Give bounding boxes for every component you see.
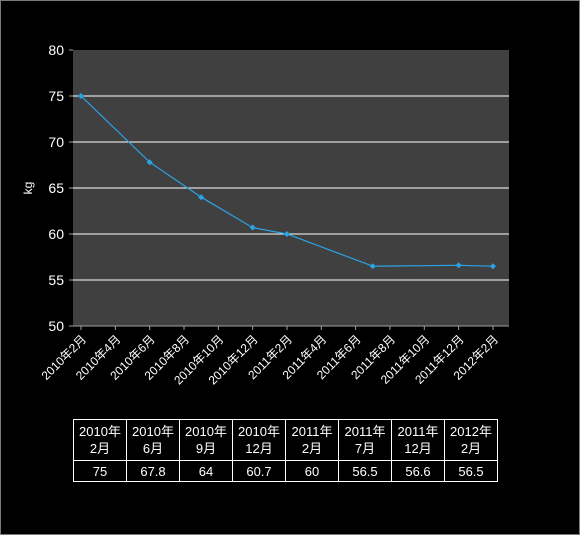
data-table: 2010年 2月 2010年 6月 2010年 9月 2010年 12月 2011年 2… xyxy=(73,419,498,482)
y-axis-label: kg xyxy=(21,182,35,195)
table-header-cell: 2011年 2月 xyxy=(285,419,339,461)
y-tick-label: 70 xyxy=(48,134,64,150)
table-value-cell: 60.7 xyxy=(232,460,286,482)
table-value-cell: 64 xyxy=(179,460,233,482)
y-tick-label: 60 xyxy=(48,226,64,242)
table-value-cell: 56.6 xyxy=(391,460,445,482)
table-value-cell: 60 xyxy=(285,460,339,482)
data-point xyxy=(283,231,290,237)
table-header-cell: 2012年 2月 xyxy=(444,419,498,461)
table-value-row: 75 67.8 64 60.7 60 56.5 56.6 56.5 xyxy=(73,460,498,482)
table-header-row: 2010年 2月 2010年 6月 2010年 9月 2010年 12月 2011年 2… xyxy=(73,419,498,461)
table-header-cell: 2010年 6月 xyxy=(126,419,180,461)
data-point xyxy=(78,93,84,99)
y-tick-label: 75 xyxy=(48,88,64,104)
table-value-cell: 56.5 xyxy=(338,460,392,482)
y-tick-label: 55 xyxy=(48,272,64,288)
table-header-cell: 2010年 12月 xyxy=(232,419,286,461)
table-header-cell: 2011年 7月 xyxy=(338,419,392,461)
y-tick-label: 65 xyxy=(48,180,64,196)
y-tick-label: 80 xyxy=(48,42,64,58)
table-header-cell: 2010年 2月 xyxy=(73,419,127,461)
data-point xyxy=(369,263,376,270)
series-line xyxy=(80,95,494,267)
table-value-cell: 56.5 xyxy=(444,460,498,482)
data-point xyxy=(489,263,496,270)
y-tick-label: 50 xyxy=(48,318,64,334)
data-point xyxy=(455,262,462,269)
table-value-cell: 75 xyxy=(73,460,127,482)
table-header-cell: 2010年 9月 xyxy=(179,419,233,461)
table-header-cell: 2011年 12月 xyxy=(391,419,445,461)
data-point xyxy=(146,159,153,166)
data-point xyxy=(249,224,256,231)
table-value-cell: 67.8 xyxy=(126,460,180,482)
data-point xyxy=(198,194,205,201)
